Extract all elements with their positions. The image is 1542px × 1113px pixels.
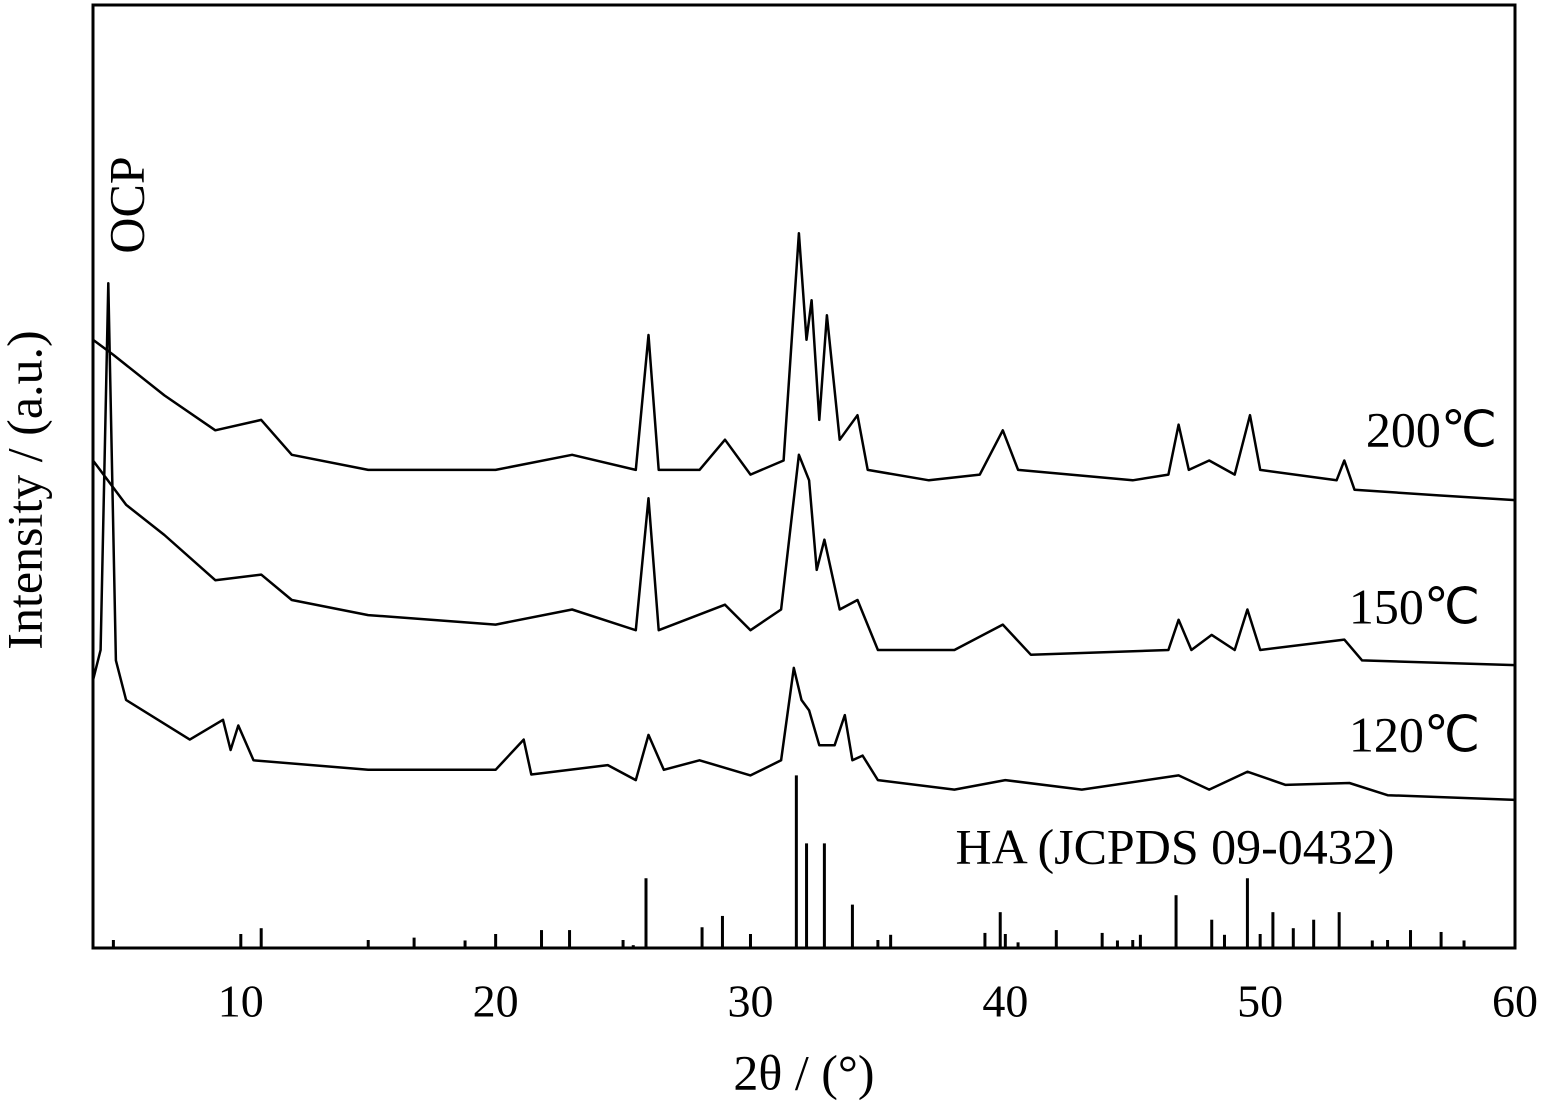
- series-label: 200℃: [1366, 401, 1497, 457]
- series-label: 120℃: [1349, 706, 1480, 762]
- plot-frame: [91, 3, 1517, 950]
- x-tick-label: 40: [982, 976, 1028, 1027]
- x-axis-label: 2θ / (°): [733, 1044, 874, 1100]
- x-tick-label: 50: [1237, 976, 1283, 1027]
- x-tick-label: 60: [1492, 976, 1538, 1027]
- x-tick-label: 20: [473, 976, 519, 1027]
- x-tick-label: 30: [727, 976, 773, 1027]
- xrd-pattern: [92, 231, 1516, 502]
- reference-label: HA (JCPDS 09-0432): [956, 818, 1395, 874]
- y-axis-label: Intensity / (a.u.): [0, 330, 52, 649]
- x-tick-label: 10: [218, 976, 264, 1027]
- series-label: 150℃: [1349, 578, 1480, 634]
- annotation: OCP: [98, 156, 154, 253]
- xrd-pattern: [91, 281, 1516, 802]
- xrd-pattern: [91, 453, 1516, 667]
